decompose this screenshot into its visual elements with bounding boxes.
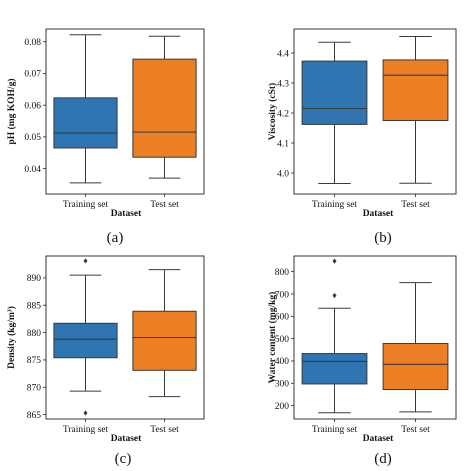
y-tick-label: 0.04 <box>24 165 41 175</box>
box-training <box>53 322 118 359</box>
y-axis-label: Density (kg/m³) <box>6 306 17 369</box>
y-tick-label: 870 <box>27 384 42 394</box>
plot-frame <box>45 28 205 195</box>
y-tick-label: 800 <box>275 268 290 278</box>
panel-caption: (d) <box>374 451 392 466</box>
box-test <box>132 58 197 158</box>
box-test <box>382 59 449 121</box>
y-tick-label: 0.08 <box>24 38 41 48</box>
y-tick-label: 500 <box>275 335 290 345</box>
chart-panel-3: 865 870 875 880 885 890 Training set Test set Da… <box>6 255 205 467</box>
y-tick-label: 200 <box>275 402 290 412</box>
x-tick-label: Training set <box>312 425 358 435</box>
outlier-marker <box>332 292 337 299</box>
x-tick-label: Test set <box>401 200 430 210</box>
y-tick-label: 0.05 <box>24 133 41 143</box>
box-test <box>382 343 449 391</box>
x-tick-label: Training set <box>63 425 109 435</box>
y-tick-label: 400 <box>275 357 290 367</box>
y-tick-label: 700 <box>275 290 290 300</box>
outlier-marker <box>332 258 337 264</box>
plot-frame <box>293 255 457 420</box>
panel-caption: (a) <box>107 230 124 246</box>
y-tick-label: 890 <box>27 274 42 284</box>
x-tick-label: Training set <box>312 200 358 210</box>
x-axis-label: Dataset <box>363 434 394 444</box>
x-axis-label: Dataset <box>363 209 394 219</box>
y-axis-label: pH (mg KOH/g) <box>6 79 17 145</box>
panel-caption: (b) <box>374 230 392 246</box>
y-tick-label: 4.4 <box>277 49 289 59</box>
outlier-marker <box>83 258 88 264</box>
y-axis-label: Water content (mg/kg) <box>267 292 278 384</box>
y-tick-label: 0.06 <box>24 101 41 111</box>
y-tick-label: 4.0 <box>277 169 289 179</box>
y-tick-label: 300 <box>275 380 290 390</box>
plot-frame <box>293 28 457 195</box>
plot-frame <box>45 255 205 420</box>
box-test <box>132 310 197 371</box>
outlier-marker <box>83 410 88 416</box>
y-tick-label: 880 <box>27 329 42 339</box>
x-tick-label: Training set <box>63 200 109 210</box>
chart-panel-2: 4.0 4.1 4.2 4.3 4.4 Training set Test set Datas… <box>267 28 457 246</box>
chart-panel-4: 200 300 400 500 600 700 800 Training set Test se… <box>267 255 457 467</box>
y-tick-label: 600 <box>275 313 290 323</box>
y-tick-label: 4.2 <box>277 109 289 119</box>
x-axis-label: Dataset <box>111 434 142 444</box>
y-tick-label: 4.1 <box>277 139 289 149</box>
y-tick-label: 885 <box>27 302 42 312</box>
y-tick-label: 875 <box>27 356 42 366</box>
y-tick-label: 4.3 <box>277 79 289 89</box>
box-training <box>301 60 368 125</box>
panel-caption: (c) <box>115 451 132 466</box>
y-axis-label: Viscosity (cSt) <box>267 83 278 140</box>
chart-panel-1: 0.04 0.05 0.06 0.07 0.08 Training set Test set… <box>6 28 205 246</box>
x-tick-label: Test set <box>150 425 179 435</box>
box-training <box>301 353 368 385</box>
x-tick-label: Test set <box>150 200 179 210</box>
y-tick-label: 0.07 <box>24 70 41 80</box>
x-tick-label: Test set <box>401 425 430 435</box>
box-training <box>53 97 118 149</box>
y-tick-label: 865 <box>27 411 42 421</box>
x-axis-label: Dataset <box>111 209 142 219</box>
